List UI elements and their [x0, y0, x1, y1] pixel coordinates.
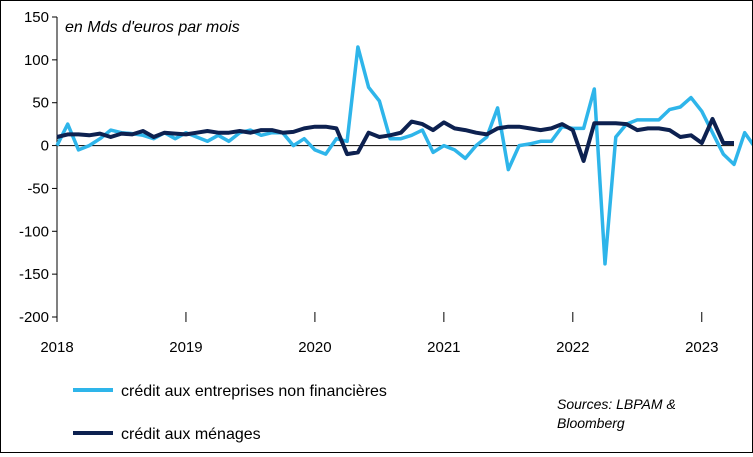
x-tick-label: 2019 — [169, 339, 202, 356]
series-line-entreprises — [55, 45, 753, 266]
x-tick-label: 2022 — [556, 339, 589, 356]
series-line-menages — [56, 117, 734, 163]
y-tick-label: 50 — [32, 95, 49, 112]
y-tick-label: -200 — [19, 309, 49, 326]
y-tick-label: 150 — [24, 9, 49, 26]
legend-label-menages: crédit aux ménages — [121, 426, 261, 443]
source-line-2: Bloomberg — [557, 415, 625, 431]
chart-subtitle: en Mds d'euros par mois — [65, 19, 240, 36]
legend-label-entreprises: crédit aux entreprises non financières — [121, 383, 387, 400]
x-tick-label: 2020 — [298, 339, 331, 356]
y-tick-label: -150 — [19, 266, 49, 283]
series-lines — [55, 45, 753, 266]
x-tick-label: 2021 — [427, 339, 460, 356]
x-tick-label: 2018 — [40, 339, 73, 356]
x-tick-label: 2023 — [685, 339, 718, 356]
legend: crédit aux entreprises non financières c… — [73, 383, 387, 443]
y-axis-ticks: 150 100 50 0 -50 -100 -150 -200 — [19, 9, 57, 326]
y-tick-label: 0 — [41, 138, 49, 155]
y-tick-label: -100 — [19, 223, 49, 240]
x-axis-ticks: 2018 2019 2020 2021 2022 2023 — [40, 312, 718, 356]
source-note: Sources: LBPAM & Bloomberg — [557, 396, 676, 431]
y-tick-label: -50 — [27, 180, 49, 197]
y-tick-label: 100 — [24, 52, 49, 69]
source-line-1: Sources: LBPAM & — [557, 396, 676, 412]
